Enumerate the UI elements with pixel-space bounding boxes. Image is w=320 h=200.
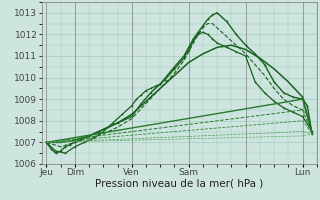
X-axis label: Pression niveau de la mer( hPa ): Pression niveau de la mer( hPa ) [95,179,263,189]
